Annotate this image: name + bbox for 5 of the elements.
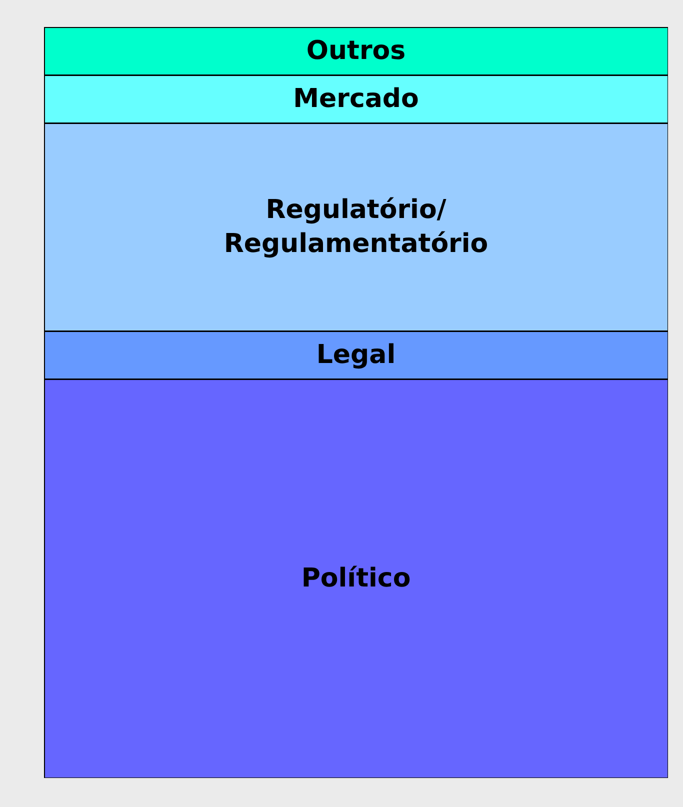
series-label: Outros [306, 36, 406, 66]
series-label: Regulatório/ Regulamentatório [224, 195, 488, 260]
series-label: Mercado [293, 84, 419, 114]
series-label: Legal [316, 340, 396, 370]
series-label: Político [301, 564, 411, 594]
